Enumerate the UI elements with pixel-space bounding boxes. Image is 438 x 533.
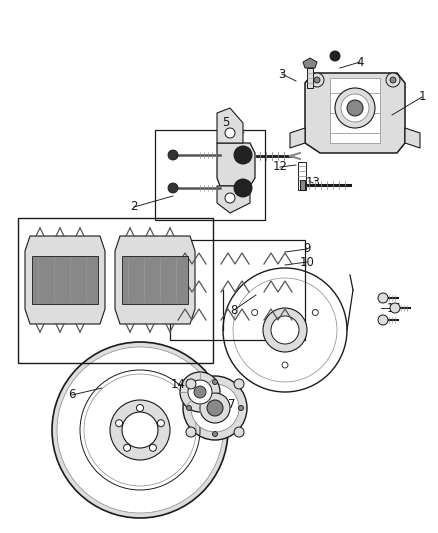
Text: 14: 14: [170, 377, 186, 391]
Text: 8: 8: [230, 303, 238, 317]
Bar: [18, 218, 213, 363]
Circle shape: [149, 445, 156, 451]
Circle shape: [378, 293, 388, 303]
Text: 3: 3: [278, 68, 286, 80]
Polygon shape: [25, 236, 105, 324]
Polygon shape: [217, 186, 250, 213]
Circle shape: [200, 393, 230, 423]
Text: 1: 1: [418, 91, 426, 103]
Circle shape: [116, 419, 123, 427]
Circle shape: [234, 379, 244, 389]
Polygon shape: [300, 180, 305, 190]
Circle shape: [335, 88, 375, 128]
Text: 2: 2: [130, 200, 138, 214]
Circle shape: [186, 427, 196, 437]
Bar: [307, 68, 313, 88]
Circle shape: [234, 427, 244, 437]
Circle shape: [137, 405, 144, 411]
Circle shape: [347, 100, 363, 116]
Circle shape: [312, 310, 318, 316]
Circle shape: [122, 412, 158, 448]
Circle shape: [271, 316, 299, 344]
Circle shape: [194, 386, 206, 398]
Circle shape: [212, 379, 218, 384]
Bar: [330, 78, 380, 143]
Polygon shape: [290, 128, 305, 148]
Text: 13: 13: [306, 176, 321, 190]
Circle shape: [225, 128, 235, 138]
Bar: [155, 130, 265, 220]
Circle shape: [386, 73, 400, 87]
Circle shape: [330, 51, 340, 61]
Circle shape: [263, 308, 307, 352]
Circle shape: [168, 183, 178, 193]
Circle shape: [212, 432, 218, 437]
Circle shape: [207, 400, 223, 416]
Circle shape: [183, 376, 247, 440]
Polygon shape: [303, 58, 317, 68]
Circle shape: [310, 73, 324, 87]
Polygon shape: [115, 236, 195, 324]
Circle shape: [180, 372, 220, 412]
Polygon shape: [305, 73, 405, 153]
Circle shape: [234, 146, 252, 164]
Text: 12: 12: [272, 160, 287, 174]
Polygon shape: [122, 256, 188, 304]
Circle shape: [378, 315, 388, 325]
Circle shape: [187, 406, 191, 410]
Bar: [298, 162, 306, 190]
Circle shape: [57, 347, 223, 513]
Circle shape: [157, 419, 164, 427]
Circle shape: [314, 77, 320, 83]
Text: 5: 5: [223, 116, 230, 128]
Text: 7: 7: [228, 398, 236, 410]
Text: 6: 6: [68, 389, 76, 401]
Circle shape: [52, 342, 228, 518]
Polygon shape: [32, 256, 98, 304]
Circle shape: [186, 379, 196, 389]
Polygon shape: [217, 108, 243, 143]
Text: 4: 4: [356, 55, 364, 69]
Circle shape: [282, 362, 288, 368]
Circle shape: [110, 400, 170, 460]
Circle shape: [124, 445, 131, 451]
Circle shape: [390, 77, 396, 83]
Circle shape: [225, 193, 235, 203]
Polygon shape: [217, 143, 255, 186]
Text: 9: 9: [303, 243, 311, 255]
Circle shape: [234, 179, 252, 197]
Text: 10: 10: [300, 255, 314, 269]
Circle shape: [188, 380, 212, 404]
Circle shape: [191, 384, 239, 432]
Circle shape: [341, 94, 369, 122]
Text: 15: 15: [387, 302, 402, 314]
Circle shape: [390, 303, 400, 313]
Circle shape: [168, 150, 178, 160]
Circle shape: [239, 406, 244, 410]
Text: 11: 11: [39, 270, 53, 282]
Circle shape: [252, 310, 258, 316]
Polygon shape: [405, 128, 420, 148]
Bar: [170, 240, 305, 340]
